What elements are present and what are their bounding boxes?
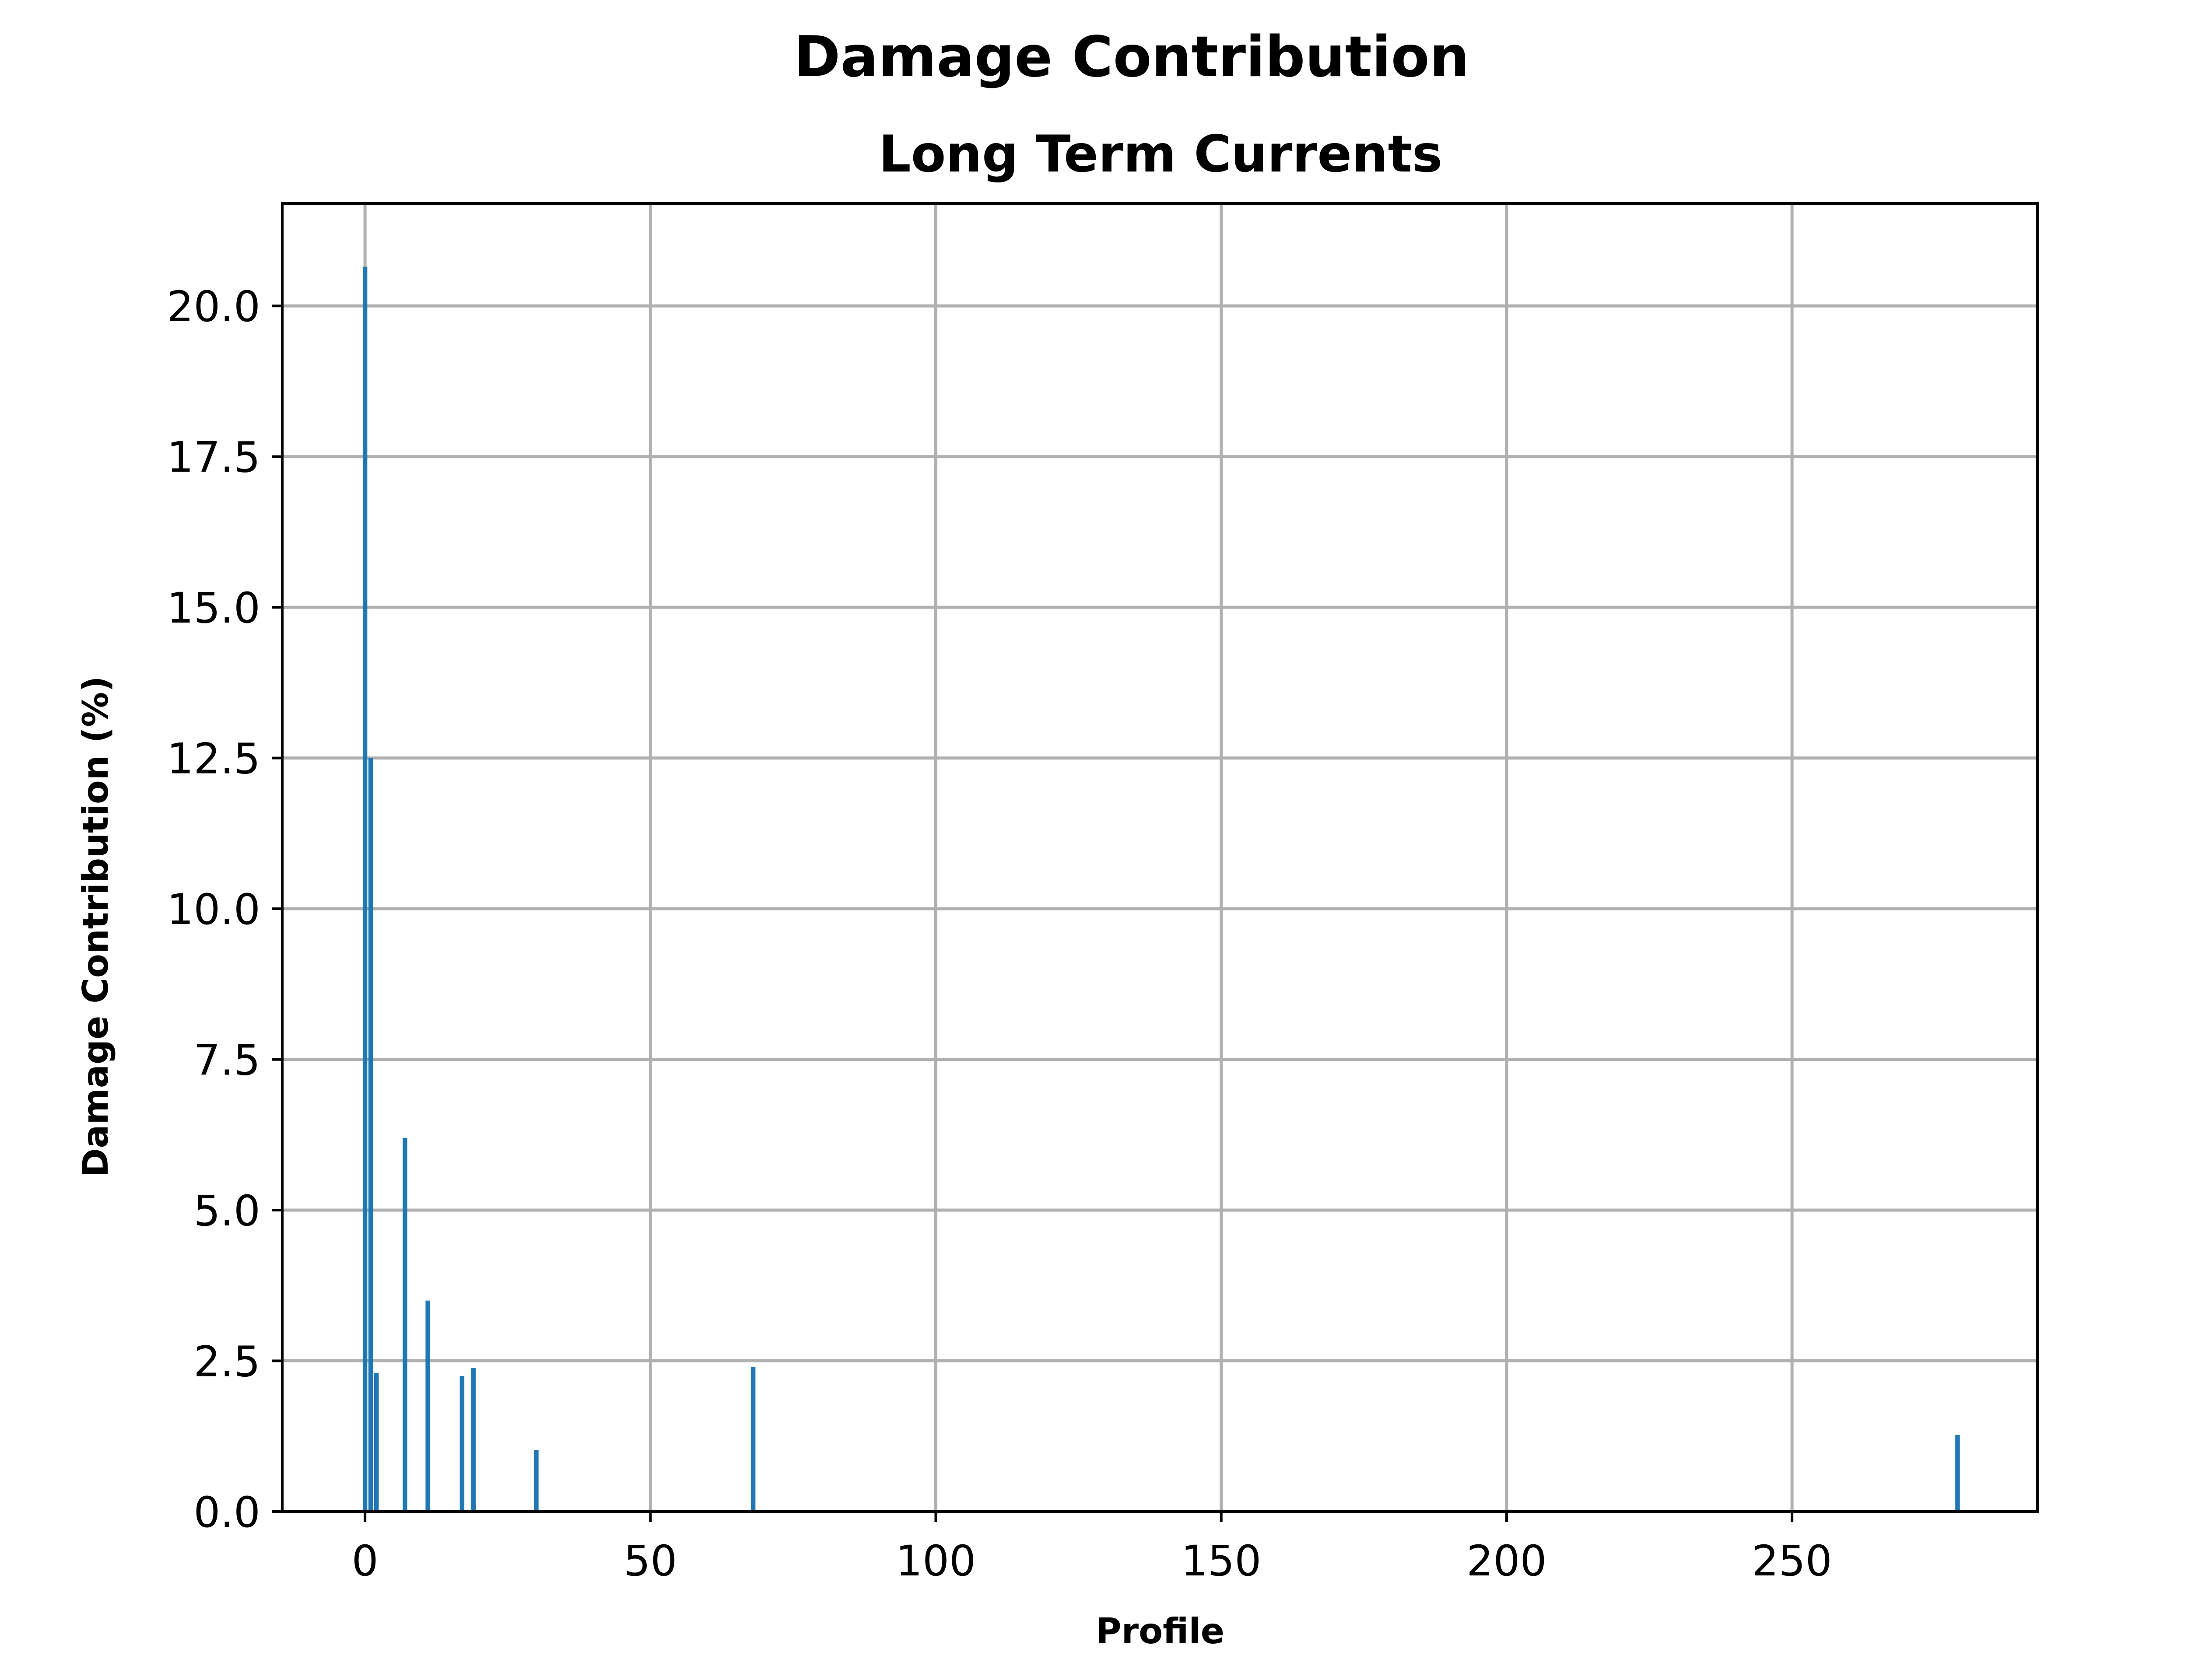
bar bbox=[534, 1450, 539, 1512]
y-tick-label: 0.0 bbox=[193, 1488, 260, 1537]
x-tick-label: 100 bbox=[896, 1536, 976, 1586]
bar bbox=[471, 1368, 476, 1512]
chart-title: Damage Contribution bbox=[794, 24, 1469, 90]
ticks: 0 50 100 150 200 250 0.0 2.5 5.0 7.5 10.0 12.5 15.0 1… bbox=[167, 282, 1832, 1586]
bar bbox=[425, 1300, 430, 1512]
bar bbox=[374, 1373, 379, 1512]
bars bbox=[362, 266, 1960, 1512]
grid-lines bbox=[282, 203, 2037, 1513]
plot-frame bbox=[281, 202, 2039, 1513]
y-axis-label: Damage Contribution (%) bbox=[75, 676, 116, 1177]
bar bbox=[1955, 1435, 1960, 1512]
y-tick-label: 12.5 bbox=[167, 735, 260, 784]
x-tick-label: 150 bbox=[1181, 1536, 1261, 1586]
bar bbox=[403, 1138, 407, 1512]
x-tick-label: 250 bbox=[1752, 1536, 1832, 1586]
y-tick-label: 5.0 bbox=[193, 1186, 260, 1236]
y-tick-label: 17.5 bbox=[167, 433, 260, 482]
x-tick-label: 50 bbox=[624, 1536, 677, 1586]
y-tick-label: 2.5 bbox=[193, 1337, 260, 1386]
x-tick-label: 200 bbox=[1466, 1536, 1546, 1586]
bar bbox=[362, 266, 368, 1512]
bar bbox=[750, 1367, 756, 1512]
chart-subtitle: Long Term Currents bbox=[879, 125, 1442, 184]
bar bbox=[459, 1376, 465, 1512]
y-tick-label: 7.5 bbox=[193, 1036, 260, 1085]
y-tick-label: 10.0 bbox=[167, 885, 260, 934]
x-tick-label: 0 bbox=[352, 1536, 379, 1586]
y-tick-label: 15.0 bbox=[167, 584, 260, 633]
y-tick-label: 20.0 bbox=[167, 282, 260, 331]
x-axis-label: Profile bbox=[1096, 1611, 1224, 1652]
bar bbox=[368, 758, 373, 1512]
